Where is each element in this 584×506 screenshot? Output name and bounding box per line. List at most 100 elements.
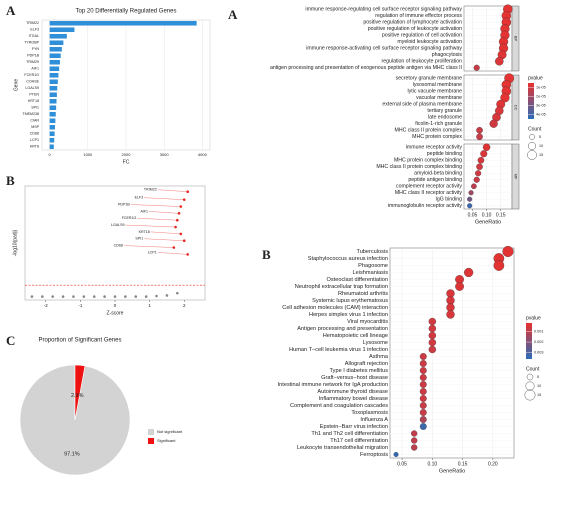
y-tick-label: lytic vacuole membrane (408, 89, 463, 95)
point (124, 295, 127, 298)
y-tick-label: MHC protein complex binding (394, 158, 462, 164)
legend-swatch (148, 429, 154, 435)
dot (419, 367, 427, 374)
dot (493, 260, 505, 271)
point (177, 212, 181, 215)
y-tick-label: MHC protein complex (412, 134, 462, 140)
x-tick-label: 0.10 (482, 212, 492, 218)
slice-label: 97.1% (64, 451, 80, 457)
y-tick-label: Viral myocarditis (347, 319, 388, 325)
point-label: ELF3 (135, 196, 144, 200)
label-leader (149, 211, 180, 214)
dot (419, 395, 427, 402)
legend-title: Count (526, 366, 540, 372)
size-key (526, 373, 534, 381)
x-tick-label: 2000 (122, 152, 132, 157)
dot (419, 388, 427, 395)
bar (49, 72, 59, 78)
dot (467, 196, 473, 202)
dot (419, 416, 427, 423)
y-tick-label: TRIM22 (26, 21, 39, 25)
dot (411, 437, 418, 444)
dot (467, 203, 473, 209)
size-key (528, 142, 536, 150)
dot (480, 150, 488, 158)
y-tick-label: Toxoplasmosis (351, 410, 388, 416)
bar (49, 85, 58, 91)
y-tick-label: positive regulation of cell activation (382, 33, 462, 39)
dot (500, 93, 510, 103)
x-tick-label: 0 (49, 152, 52, 157)
plot-frame (24, 185, 206, 301)
point (182, 198, 186, 201)
panel-letter: A (6, 3, 16, 18)
point (82, 295, 86, 298)
point (134, 295, 138, 298)
point (179, 205, 183, 208)
y-tick-label: FYN (32, 47, 40, 51)
panel-letter: C (6, 333, 15, 348)
y-axis-label: -log10(padj) (12, 229, 18, 256)
point (155, 294, 158, 298)
dot (446, 303, 455, 312)
y-tick-label: TRIM29 (26, 60, 39, 64)
x-tick-label: 4000 (198, 152, 208, 157)
point (30, 295, 34, 298)
bar (49, 33, 67, 39)
size-key (527, 150, 537, 160)
point-label: KRT18 (139, 230, 150, 234)
x-tick-label: 0.15 (458, 461, 468, 467)
y-tick-label: immunoglobulin receptor activity (388, 203, 463, 209)
size-key (524, 389, 536, 401)
facet-label: MF (513, 174, 518, 180)
y-tick-label: ITGAL (29, 34, 39, 38)
x-tick-label: 3000 (160, 152, 170, 157)
dot (419, 409, 427, 416)
y-tick-label: Epstein−Barr virus infection (320, 424, 388, 430)
y-tick-label: amyloid-beta binding (414, 171, 462, 177)
y-tick-label: Antigen processing and presentation (297, 326, 388, 332)
y-tick-label: Allograft rejection (345, 361, 388, 367)
bar (49, 137, 55, 143)
bar (49, 92, 57, 98)
colorbar-label: 1e-05 (536, 86, 546, 90)
dot (468, 190, 474, 196)
y-tick-label: CIAR (30, 119, 39, 123)
dot (428, 331, 437, 340)
x-tick-label: -2 (44, 303, 48, 308)
y-tick-label: LCP1 (30, 138, 39, 142)
y-tick-label: Th1 and Th2 cell differentiation (311, 431, 388, 437)
legend-title: pvalue (528, 75, 543, 81)
y-tick-label: KRT18 (28, 99, 39, 103)
x-tick-label: 1000 (83, 152, 93, 157)
y-tick-label: lysosomal membrane (413, 82, 462, 88)
y-tick-label: Phagosome (358, 263, 388, 269)
label-leader (123, 245, 174, 248)
y-tick-label: external side of plasma membrane (382, 102, 462, 108)
y-tick-label: PTEN (29, 93, 39, 97)
y-tick-label: PDP1B (27, 54, 39, 58)
dot (455, 282, 464, 291)
panel-letter: B (262, 247, 271, 262)
point (165, 294, 169, 297)
y-tick-label: LGALS9 (25, 86, 39, 90)
colorbar-label: 0.003 (534, 351, 544, 355)
y-tick-label: Influenza A (360, 417, 388, 423)
y-tick-label: MSP (31, 125, 39, 129)
x-tick-label: 0.20 (488, 461, 498, 467)
point (103, 295, 106, 298)
y-tick-label: Asthma (369, 354, 389, 360)
dot (411, 444, 418, 451)
colorbar-label: 0.001 (534, 329, 544, 333)
chart-title: Proportion of Significant Genes (38, 338, 121, 344)
point (51, 295, 54, 298)
colorbar-label: 4e-05 (536, 113, 546, 117)
x-tick-label: 0 (114, 303, 117, 308)
facet-label: CC (513, 105, 518, 111)
dot (502, 245, 514, 258)
x-tick-label: 1 (148, 303, 151, 308)
label-leader (150, 231, 181, 235)
y-tick-label: Cell adhesion molecules (CAM) interactio… (282, 305, 388, 311)
bar (49, 66, 60, 72)
point (144, 295, 148, 298)
